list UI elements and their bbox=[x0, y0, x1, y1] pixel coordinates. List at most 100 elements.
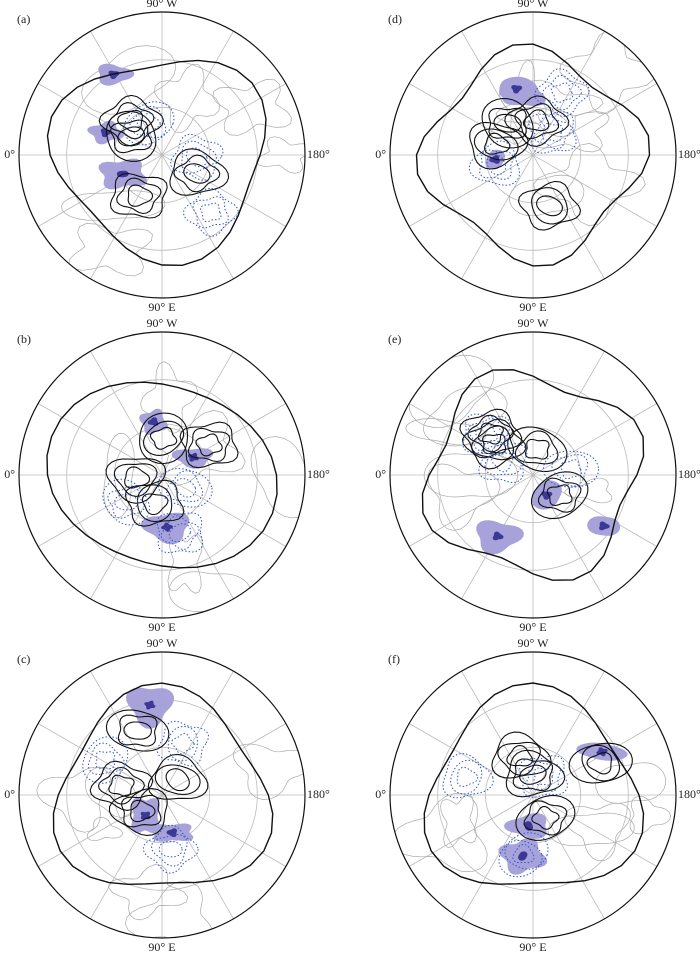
negative-contour bbox=[129, 105, 167, 139]
negative-contour bbox=[87, 742, 125, 775]
negative-contour bbox=[82, 736, 129, 784]
map-content bbox=[390, 652, 676, 938]
positive-contour bbox=[488, 107, 527, 139]
shaded-core bbox=[161, 522, 173, 532]
zero-contour bbox=[46, 381, 278, 569]
negative-contour bbox=[484, 443, 522, 476]
negative-contour bbox=[541, 74, 583, 111]
zero-contour bbox=[415, 43, 651, 267]
positive-contour bbox=[195, 433, 223, 457]
zero-contour bbox=[52, 682, 274, 886]
positive-contour bbox=[469, 121, 529, 170]
positive-contour bbox=[536, 195, 563, 217]
positive-contour bbox=[483, 132, 511, 155]
panel-label: (b) bbox=[17, 332, 31, 346]
positive-contour bbox=[586, 752, 613, 775]
positive-contour bbox=[117, 714, 158, 747]
positive-contour bbox=[187, 427, 231, 463]
zero-contour bbox=[423, 682, 645, 885]
positive-contour bbox=[506, 744, 533, 767]
negative-contour bbox=[114, 494, 139, 511]
zero-contour bbox=[46, 59, 267, 267]
positive-contour bbox=[179, 421, 239, 469]
coastline bbox=[440, 794, 477, 848]
negative-contour bbox=[542, 450, 600, 488]
positive-contour bbox=[504, 95, 570, 147]
positive-contour bbox=[530, 471, 589, 520]
positive-contour bbox=[568, 742, 633, 784]
negative-contour bbox=[167, 725, 199, 762]
positive-contour bbox=[108, 788, 168, 836]
coastline bbox=[107, 864, 189, 921]
panel-label: (c) bbox=[17, 652, 30, 666]
negative-contour bbox=[199, 202, 222, 223]
coastline bbox=[547, 812, 635, 847]
positive-contour bbox=[491, 731, 552, 779]
negative-contour bbox=[171, 732, 195, 755]
positive-contour bbox=[537, 477, 582, 513]
coastline bbox=[405, 418, 487, 446]
positive-contour bbox=[147, 753, 209, 800]
negative-contour bbox=[192, 196, 230, 229]
negative-contour bbox=[467, 417, 506, 452]
positive-contour bbox=[471, 425, 515, 461]
map-boundary bbox=[18, 331, 306, 619]
map-content bbox=[19, 652, 305, 938]
coastline bbox=[167, 531, 203, 594]
coastline bbox=[564, 477, 613, 504]
map-boundary bbox=[18, 651, 306, 939]
map-boundary bbox=[18, 11, 306, 299]
positive-contour bbox=[546, 484, 573, 507]
negative-contour bbox=[450, 759, 483, 795]
negative-contour bbox=[474, 424, 499, 446]
left-longitude-label: 0° bbox=[4, 147, 15, 161]
positive-contour bbox=[123, 721, 152, 740]
map-content bbox=[390, 332, 676, 618]
coastline bbox=[86, 817, 123, 842]
coastline bbox=[103, 432, 135, 519]
negative-contour bbox=[102, 478, 151, 526]
left-longitude-label: 0° bbox=[4, 467, 15, 481]
coastline bbox=[499, 59, 547, 145]
shaded-core bbox=[489, 155, 500, 164]
negative-contour bbox=[136, 112, 161, 135]
bottom-longitude-label: 90° E bbox=[148, 940, 175, 954]
meridian bbox=[408, 403, 658, 547]
positive-contour bbox=[124, 479, 185, 527]
coastline bbox=[595, 762, 667, 804]
negative-contour bbox=[462, 413, 511, 456]
positive-contour bbox=[525, 438, 550, 460]
right-longitude-label: 180° bbox=[678, 467, 700, 481]
right-longitude-label: 180° bbox=[307, 147, 330, 161]
positive-contour bbox=[477, 422, 504, 445]
coastline bbox=[559, 29, 655, 115]
positive-contour bbox=[105, 709, 170, 752]
top-longitude-label: 90° W bbox=[518, 0, 550, 10]
positive-contour bbox=[105, 110, 157, 162]
negative-contour bbox=[468, 140, 521, 186]
coastline bbox=[81, 45, 177, 115]
top-longitude-label: 90° W bbox=[147, 0, 179, 10]
map-panel: (c) 90° W 90° E 0° 180° bbox=[4, 636, 330, 954]
panel-label: (e) bbox=[388, 332, 401, 346]
left-longitude-label: 0° bbox=[4, 787, 15, 801]
coastline bbox=[168, 571, 253, 614]
negative-contour bbox=[182, 187, 239, 237]
negative-contour bbox=[181, 140, 217, 174]
map-content bbox=[19, 332, 305, 618]
panel-label: (d) bbox=[388, 12, 402, 26]
positive-contour bbox=[143, 420, 185, 456]
positive-contour bbox=[108, 774, 135, 797]
shaded-core bbox=[511, 85, 523, 94]
positive-contour bbox=[522, 109, 550, 132]
negative-contour bbox=[533, 767, 554, 786]
positive-contour bbox=[514, 430, 559, 465]
negative-contour bbox=[174, 478, 197, 498]
coastline bbox=[255, 136, 305, 174]
negative-contour bbox=[107, 485, 145, 519]
map-panel: (a) 90° W 90° E 0° 180° bbox=[4, 0, 330, 314]
shaded-core bbox=[599, 521, 610, 531]
positive-contour bbox=[98, 94, 165, 147]
map-boundary bbox=[389, 651, 677, 939]
